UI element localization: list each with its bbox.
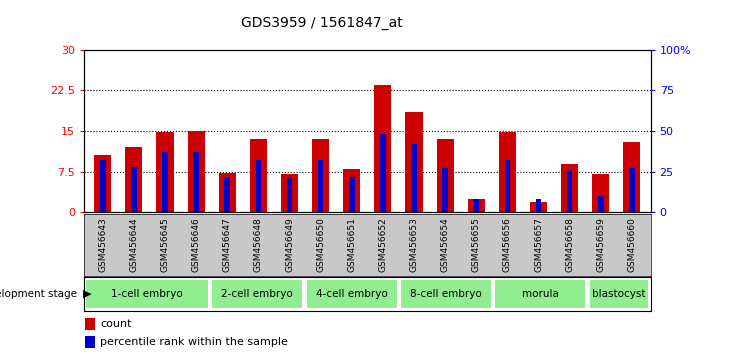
Text: GSM456647: GSM456647 bbox=[223, 217, 232, 272]
Bar bbox=[598, 196, 604, 212]
Text: GSM456656: GSM456656 bbox=[503, 217, 512, 272]
Bar bbox=[86, 279, 209, 309]
Bar bbox=[281, 175, 298, 212]
Bar bbox=[374, 85, 392, 212]
Bar bbox=[412, 144, 417, 212]
Text: GSM456644: GSM456644 bbox=[129, 217, 138, 272]
Bar bbox=[474, 199, 479, 212]
Bar bbox=[318, 160, 323, 212]
Bar bbox=[442, 169, 448, 212]
Bar bbox=[624, 142, 640, 212]
Text: 1-cell embryo: 1-cell embryo bbox=[111, 289, 183, 299]
Bar bbox=[400, 279, 492, 309]
Bar bbox=[211, 279, 303, 309]
Text: morula: morula bbox=[522, 289, 559, 299]
Bar bbox=[349, 177, 355, 212]
Bar bbox=[468, 199, 485, 212]
Bar bbox=[188, 131, 205, 212]
Bar bbox=[380, 134, 386, 212]
Text: GSM456654: GSM456654 bbox=[441, 217, 450, 272]
Text: GSM456649: GSM456649 bbox=[285, 217, 294, 272]
Text: GSM456653: GSM456653 bbox=[409, 217, 419, 272]
Bar bbox=[100, 160, 105, 212]
Bar bbox=[499, 132, 516, 212]
Bar bbox=[162, 152, 168, 212]
Text: 4-cell embryo: 4-cell embryo bbox=[316, 289, 387, 299]
Bar bbox=[156, 132, 173, 212]
Text: GSM456646: GSM456646 bbox=[192, 217, 200, 272]
Text: GSM456657: GSM456657 bbox=[534, 217, 543, 272]
Bar bbox=[219, 173, 236, 212]
Bar bbox=[589, 279, 649, 309]
Bar bbox=[86, 336, 95, 348]
Text: GSM456655: GSM456655 bbox=[471, 217, 481, 272]
Text: blastocyst: blastocyst bbox=[592, 289, 646, 299]
Bar bbox=[536, 199, 542, 212]
Text: 8-cell embryo: 8-cell embryo bbox=[410, 289, 482, 299]
Text: GSM456660: GSM456660 bbox=[627, 217, 637, 272]
Bar bbox=[494, 279, 586, 309]
Bar bbox=[287, 177, 292, 212]
Bar bbox=[530, 201, 547, 212]
Text: GSM456648: GSM456648 bbox=[254, 217, 263, 272]
Text: GDS3959 / 1561847_at: GDS3959 / 1561847_at bbox=[241, 16, 403, 30]
Bar bbox=[592, 175, 610, 212]
Text: GSM456645: GSM456645 bbox=[161, 217, 170, 272]
Bar bbox=[567, 170, 572, 212]
Text: GSM456652: GSM456652 bbox=[379, 217, 387, 272]
Bar bbox=[406, 112, 423, 212]
Text: 2-cell embryo: 2-cell embryo bbox=[221, 289, 293, 299]
Text: count: count bbox=[100, 319, 132, 329]
Text: GSM456650: GSM456650 bbox=[316, 217, 325, 272]
Bar bbox=[343, 169, 360, 212]
Bar bbox=[306, 279, 398, 309]
Text: GSM456659: GSM456659 bbox=[596, 217, 605, 272]
Bar bbox=[629, 169, 635, 212]
Text: development stage: development stage bbox=[0, 289, 80, 299]
Bar bbox=[436, 139, 454, 212]
Bar bbox=[86, 318, 95, 330]
Bar bbox=[250, 139, 267, 212]
Text: GSM456658: GSM456658 bbox=[565, 217, 574, 272]
Bar bbox=[125, 147, 143, 212]
Bar bbox=[131, 167, 137, 212]
Text: GSM456651: GSM456651 bbox=[347, 217, 356, 272]
Bar bbox=[504, 160, 510, 212]
Bar bbox=[94, 155, 111, 212]
Text: GSM456643: GSM456643 bbox=[98, 217, 107, 272]
Bar bbox=[561, 164, 578, 212]
Text: percentile rank within the sample: percentile rank within the sample bbox=[100, 337, 288, 347]
Bar bbox=[224, 177, 230, 212]
Bar bbox=[256, 160, 261, 212]
Bar bbox=[193, 152, 199, 212]
Bar bbox=[312, 139, 329, 212]
Text: ▶: ▶ bbox=[83, 289, 91, 299]
